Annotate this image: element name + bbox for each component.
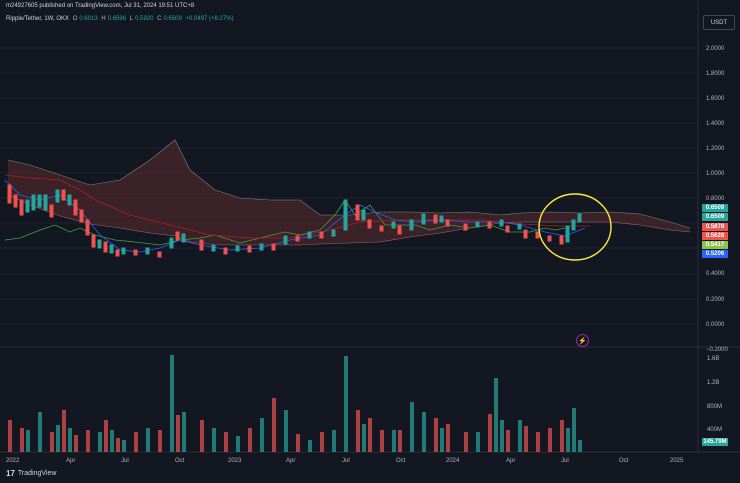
price-tick: −0.2000 [706,347,729,353]
price-tick: 1.2000 [706,146,725,152]
low-value: 0.5920 [135,16,154,22]
price-tag-conversion: 0.6509 [702,213,728,221]
volume-axis[interactable]: 1.6B 1.2B 800M 400M [707,356,722,433]
time-tick: Oct [175,458,185,464]
symbol-name[interactable]: Ripple/Tether, 1W, OKX [6,16,70,22]
price-candles[interactable] [7,184,582,258]
price-tag-lagging: 0.5417 [702,241,728,249]
time-tick: Apr [286,458,295,464]
price-axis[interactable]: 2.0000 1.8000 1.6000 1.4000 1.2000 1.000… [706,46,729,353]
price-tick: 0.4000 [706,271,725,277]
price-tag-base: 0.5628 [702,232,728,240]
volume-tick: 400M [707,427,722,433]
price-tick: 1.8000 [706,71,725,77]
price-tick: 0.8000 [706,196,725,202]
high-label: H [101,16,106,22]
flash-icon[interactable]: ⚡ [576,334,589,347]
time-tick: 2024 [446,458,460,464]
base-line [4,174,590,239]
price-tag-close: 0.6509 [702,204,728,212]
tradingview-name: TradingView [17,470,57,477]
time-tick: 2023 [228,458,242,464]
open-value: 0.6013 [79,16,98,22]
published-text: m24927605 published on TradingView.com, … [6,3,195,9]
volume-tick: 1.2B [707,380,719,386]
volume-tick: 1.6B [707,356,719,362]
high-value: 0.6596 [107,16,127,22]
change-value: +0.0497 (+8.27%) [185,16,234,22]
time-tick: 2025 [670,458,684,464]
time-tick: Apr [506,458,515,464]
volume-tag: 145.79M [702,438,728,446]
time-tick: Oct [396,458,406,464]
price-tick: 0.2000 [706,297,725,303]
price-tick: 1.4000 [706,121,725,127]
currency-button[interactable]: USDT [703,15,735,30]
time-tick: Jul [121,458,129,464]
price-tick: 1.6000 [706,96,725,102]
symbol-legend: Ripple/Tether, 1W, OKX O 0.6013 H 0.6596 L… [6,16,236,22]
price-tick: 1.0000 [706,171,725,177]
close-value: 0.6509 [163,16,182,22]
ichimoku-cloud [8,140,690,245]
price-tag-span-a: 0.5878 [702,223,728,231]
time-tick: Apr [66,458,75,464]
tradingview-mark-icon: 17 [6,469,15,478]
annotation-ellipse[interactable] [538,193,612,261]
close-label: C [157,16,162,22]
low-label: L [129,16,134,22]
volume-tick: 800M [707,404,722,410]
time-tick: 2022 [6,458,20,464]
volume-bars [8,355,582,452]
time-tick: Jul [561,458,569,464]
time-tick: Jul [342,458,350,464]
open-label: O [72,16,78,22]
time-axis[interactable]: 2022 Apr Jul Oct 2023 Apr Jul Oct 2024 A… [6,458,684,464]
price-tag-span-b: 0.5206 [702,250,728,258]
price-tick: 0.0000 [706,322,725,328]
tradingview-logo[interactable]: 17 TradingView [6,469,56,478]
time-tick: Oct [619,458,629,464]
price-tick: 2.0000 [706,46,725,52]
